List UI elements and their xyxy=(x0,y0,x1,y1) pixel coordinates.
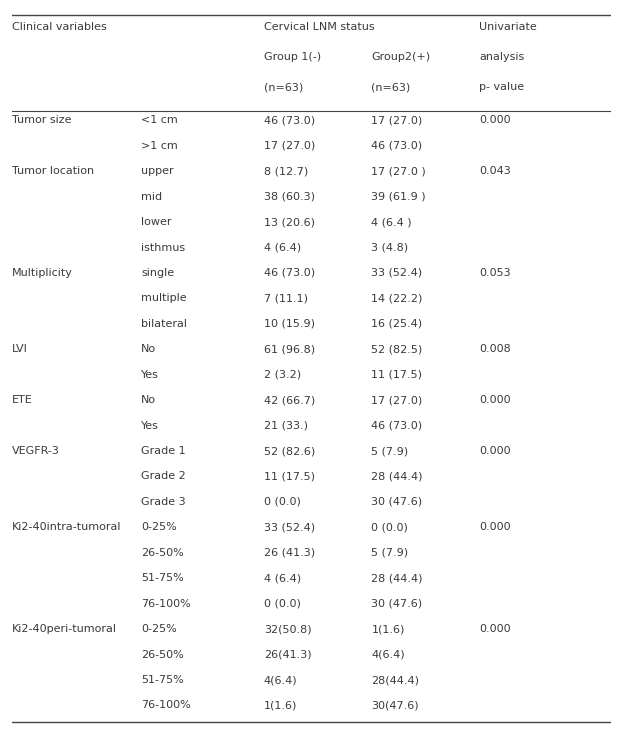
Text: Grade 3: Grade 3 xyxy=(141,497,186,507)
Text: isthmus: isthmus xyxy=(141,243,185,252)
Text: 46 (73.0): 46 (73.0) xyxy=(263,268,315,278)
Text: 8 (12.7): 8 (12.7) xyxy=(263,166,308,176)
Text: 4(6.4): 4(6.4) xyxy=(263,675,297,685)
Text: Ki2-40peri-tumoral: Ki2-40peri-tumoral xyxy=(12,624,117,634)
Text: 11 (17.5): 11 (17.5) xyxy=(371,369,423,380)
Text: upper: upper xyxy=(141,166,173,176)
Text: multiple: multiple xyxy=(141,293,186,303)
Text: 5 (7.9): 5 (7.9) xyxy=(371,446,408,456)
Text: 7 (11.1): 7 (11.1) xyxy=(263,293,308,303)
Text: mid: mid xyxy=(141,191,162,202)
Text: p- value: p- value xyxy=(479,82,524,92)
Text: 51-75%: 51-75% xyxy=(141,573,184,583)
Text: 17 (27.0): 17 (27.0) xyxy=(371,115,423,125)
Text: 10 (15.9): 10 (15.9) xyxy=(263,319,315,329)
Text: 0.000: 0.000 xyxy=(479,523,511,532)
Text: 28(44.4): 28(44.4) xyxy=(371,675,420,685)
Text: 51-75%: 51-75% xyxy=(141,675,184,685)
Text: >1 cm: >1 cm xyxy=(141,141,178,151)
Text: 28 (44.4): 28 (44.4) xyxy=(371,573,423,583)
Text: bilateral: bilateral xyxy=(141,319,187,329)
Text: ETE: ETE xyxy=(12,395,33,405)
Text: 0 (0.0): 0 (0.0) xyxy=(371,523,408,532)
Text: Multiplicity: Multiplicity xyxy=(12,268,73,278)
Text: (n=63): (n=63) xyxy=(263,82,303,92)
Text: 26 (41.3): 26 (41.3) xyxy=(263,548,315,558)
Text: 26-50%: 26-50% xyxy=(141,649,184,660)
Text: VEGFR-3: VEGFR-3 xyxy=(12,446,60,456)
Text: 30 (47.6): 30 (47.6) xyxy=(371,497,423,507)
Text: 0.000: 0.000 xyxy=(479,395,511,405)
Text: 21 (33.): 21 (33.) xyxy=(263,421,308,430)
Text: 33 (52.4): 33 (52.4) xyxy=(263,523,315,532)
Text: 17 (27.0): 17 (27.0) xyxy=(371,395,423,405)
Text: 76-100%: 76-100% xyxy=(141,701,191,710)
Text: Grade 2: Grade 2 xyxy=(141,471,186,482)
Text: 0-25%: 0-25% xyxy=(141,624,176,634)
Text: 0.000: 0.000 xyxy=(479,115,511,125)
Text: 26(41.3): 26(41.3) xyxy=(263,649,312,660)
Text: Ki2-40intra-tumoral: Ki2-40intra-tumoral xyxy=(12,523,122,532)
Text: Yes: Yes xyxy=(141,369,159,380)
Text: No: No xyxy=(141,395,156,405)
Text: 30(47.6): 30(47.6) xyxy=(371,701,419,710)
Text: <1 cm: <1 cm xyxy=(141,115,178,125)
Text: Cervical LNM status: Cervical LNM status xyxy=(263,22,375,32)
Text: 2 (3.2): 2 (3.2) xyxy=(263,369,301,380)
Text: 5 (7.9): 5 (7.9) xyxy=(371,548,408,558)
Text: 26-50%: 26-50% xyxy=(141,548,184,558)
Text: 0.043: 0.043 xyxy=(479,166,511,176)
Text: 61 (96.8): 61 (96.8) xyxy=(263,345,315,354)
Text: 30 (47.6): 30 (47.6) xyxy=(371,599,423,608)
Text: single: single xyxy=(141,268,174,278)
Text: 52 (82.6): 52 (82.6) xyxy=(263,446,315,456)
Text: analysis: analysis xyxy=(479,52,524,62)
Text: 0.008: 0.008 xyxy=(479,345,511,354)
Text: 14 (22.2): 14 (22.2) xyxy=(371,293,423,303)
Text: 46 (73.0): 46 (73.0) xyxy=(371,141,423,151)
Text: Tumor location: Tumor location xyxy=(12,166,94,176)
Text: 0.000: 0.000 xyxy=(479,446,511,456)
Text: Univariate: Univariate xyxy=(479,22,537,32)
Text: 76-100%: 76-100% xyxy=(141,599,191,608)
Text: (n=63): (n=63) xyxy=(371,82,411,92)
Text: 42 (66.7): 42 (66.7) xyxy=(263,395,315,405)
Text: 11 (17.5): 11 (17.5) xyxy=(263,471,315,482)
Text: 0.053: 0.053 xyxy=(479,268,511,278)
Text: 33 (52.4): 33 (52.4) xyxy=(371,268,423,278)
Text: 16 (25.4): 16 (25.4) xyxy=(371,319,423,329)
Text: 0 (0.0): 0 (0.0) xyxy=(263,497,300,507)
Text: Clinical variables: Clinical variables xyxy=(12,22,107,32)
Text: No: No xyxy=(141,345,156,354)
Text: LVI: LVI xyxy=(12,345,28,354)
Text: lower: lower xyxy=(141,217,172,227)
Text: 4(6.4): 4(6.4) xyxy=(371,649,405,660)
Text: 28 (44.4): 28 (44.4) xyxy=(371,471,423,482)
Text: 52 (82.5): 52 (82.5) xyxy=(371,345,423,354)
Text: 46 (73.0): 46 (73.0) xyxy=(263,115,315,125)
Text: 4 (6.4 ): 4 (6.4 ) xyxy=(371,217,412,227)
Text: 0.000: 0.000 xyxy=(479,624,511,634)
Text: 32(50.8): 32(50.8) xyxy=(263,624,312,634)
Text: 38 (60.3): 38 (60.3) xyxy=(263,191,315,202)
Text: Group 1(-): Group 1(-) xyxy=(263,52,321,62)
Text: Yes: Yes xyxy=(141,421,159,430)
Text: Tumor size: Tumor size xyxy=(12,115,72,125)
Text: 1(1.6): 1(1.6) xyxy=(371,624,405,634)
Text: 17 (27.0): 17 (27.0) xyxy=(263,141,315,151)
Text: 3 (4.8): 3 (4.8) xyxy=(371,243,408,252)
Text: 39 (61.9 ): 39 (61.9 ) xyxy=(371,191,426,202)
Text: 17 (27.0 ): 17 (27.0 ) xyxy=(371,166,426,176)
Text: 46 (73.0): 46 (73.0) xyxy=(371,421,423,430)
Text: 4 (6.4): 4 (6.4) xyxy=(263,243,301,252)
Text: 0 (0.0): 0 (0.0) xyxy=(263,599,300,608)
Text: Grade 1: Grade 1 xyxy=(141,446,186,456)
Text: 0-25%: 0-25% xyxy=(141,523,176,532)
Text: 13 (20.6): 13 (20.6) xyxy=(263,217,315,227)
Text: 1(1.6): 1(1.6) xyxy=(263,701,297,710)
Text: 4 (6.4): 4 (6.4) xyxy=(263,573,301,583)
Text: Group2(+): Group2(+) xyxy=(371,52,431,62)
